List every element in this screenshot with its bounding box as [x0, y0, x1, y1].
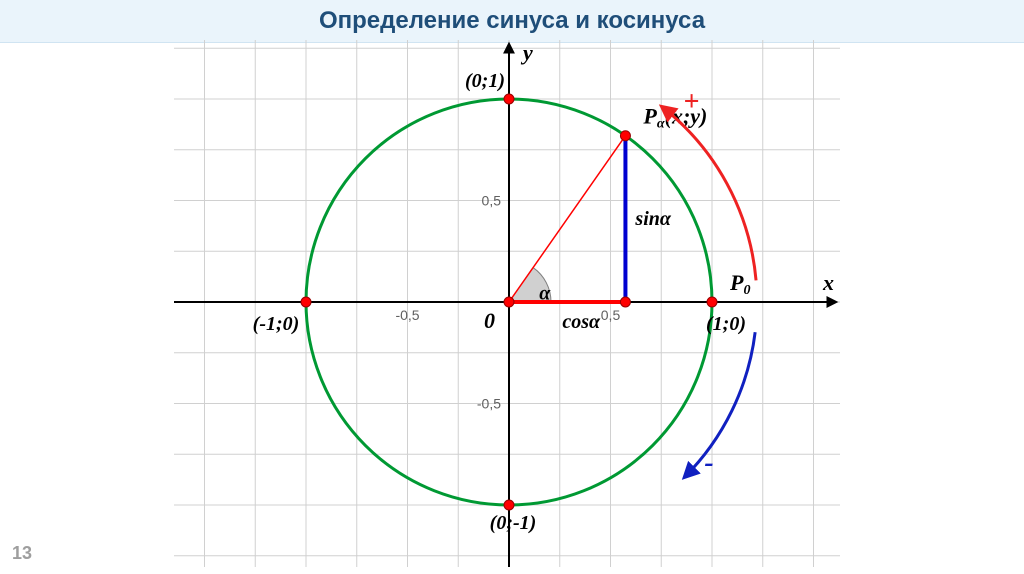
key-point-label-p_0_m1: (0;-1)	[490, 512, 537, 534]
svg-text:0,5: 0,5	[482, 193, 502, 209]
radius-line	[509, 136, 625, 302]
title-bar: Определение синуса и косинуса	[0, 0, 1024, 43]
minus-direction-arrow	[684, 332, 755, 477]
key-point-p_1_0	[707, 297, 717, 307]
p-alpha-point	[620, 131, 630, 141]
plus-direction-arrow	[662, 107, 756, 281]
unit-circle-diagram: -0,5-0,50,50,5xy0cosαsinααPα(x;y)(1;0)P0…	[174, 40, 840, 567]
minus-direction-label: -	[704, 447, 713, 478]
page-title: Определение синуса и косинуса	[319, 7, 705, 35]
origin-label: 0	[484, 308, 495, 333]
key-point-label-p_0_1: (0;1)	[465, 70, 505, 92]
p0-label: P0	[729, 270, 750, 298]
svg-text:0,5: 0,5	[601, 307, 621, 323]
svg-text:-0,5: -0,5	[395, 307, 419, 323]
svg-text:-0,5: -0,5	[477, 396, 501, 412]
cos-foot-point	[620, 297, 630, 307]
plus-direction-label: +	[684, 87, 700, 118]
key-point-p_m1_0	[301, 297, 311, 307]
sin-label: sinα	[634, 208, 671, 230]
key-point-label-p_1_0: (1;0)	[706, 313, 746, 335]
y-axis-label: y	[520, 40, 533, 65]
cos-label: cosα	[562, 311, 601, 333]
diagram-svg: -0,5-0,50,50,5xy0cosαsinααPα(x;y)(1;0)P0…	[174, 40, 840, 567]
key-point-p_0_m1	[504, 500, 514, 510]
page-number: 13	[12, 543, 32, 564]
key-point-label-p_m1_0: (-1;0)	[253, 313, 300, 335]
x-axis-label: x	[822, 270, 834, 295]
alpha-label: α	[539, 282, 551, 304]
key-point-p_origin	[504, 297, 514, 307]
key-point-p_0_1	[504, 94, 514, 104]
